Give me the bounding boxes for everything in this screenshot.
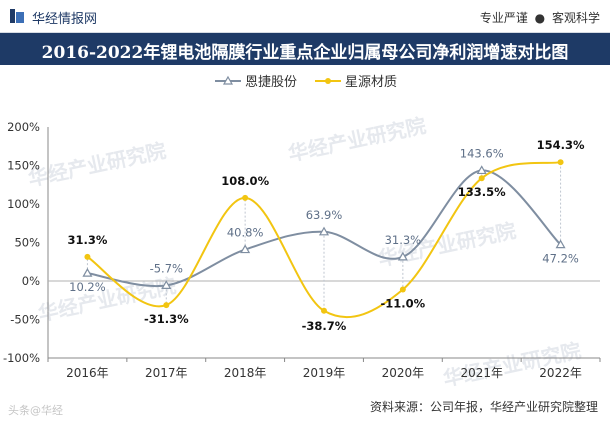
data-point-circle	[321, 307, 327, 314]
data-point-triangle	[82, 267, 93, 277]
legend-circle-marker	[325, 78, 331, 84]
x-tick-label: 2016年	[66, 366, 109, 380]
data-point-circle	[84, 253, 91, 260]
data-label: -5.7%	[150, 261, 183, 275]
chart-title: 2016-2022年锂电池隔膜行业重点企业归属母公司净利润增速对比图	[41, 43, 569, 63]
data-label: 10.2%	[69, 280, 106, 294]
data-label: 133.5%	[458, 185, 506, 199]
data-label: -11.0%	[381, 296, 426, 310]
data-label: 63.9%	[306, 208, 343, 222]
x-tick-label: 2021年	[460, 366, 503, 380]
data-label: 40.8%	[227, 226, 264, 240]
data-label: 31.3%	[385, 233, 422, 247]
data-point-triangle	[318, 226, 330, 236]
data-point-triangle	[397, 251, 408, 261]
data-point-circle	[163, 302, 170, 309]
data-point-triangle	[555, 239, 566, 249]
y-tick-label: 150%	[7, 159, 40, 173]
data-label: -38.7%	[302, 319, 347, 333]
y-tick-label: -100%	[3, 351, 40, 365]
top-bar: 华经情报网 专业严谨 ● 客观科学	[0, 0, 610, 33]
bottom-watermark: 头条@华经	[8, 404, 63, 417]
x-tick-label: 2017年	[145, 366, 188, 380]
data-label: 31.3%	[67, 233, 107, 247]
data-label: 108.0%	[221, 174, 269, 188]
y-tick-label: 100%	[7, 197, 40, 211]
brand-name: 华经情报网	[32, 12, 98, 27]
data-source: 资料来源：公司年报，华经产业研究院整理	[369, 400, 598, 414]
slogan-right: 客观科学	[551, 11, 600, 25]
chart-legend: 恩捷股份 星源材质	[215, 75, 397, 90]
y-tick-label: 50%	[14, 236, 40, 250]
data-point-triangle	[476, 165, 487, 175]
x-tick-label: 2022年	[539, 366, 582, 380]
data-point-circle	[399, 286, 406, 293]
title-bar: 2016-2022年锂电池隔膜行业重点企业归属母公司净利润增速对比图	[0, 33, 610, 65]
y-tick-label: 200%	[7, 120, 40, 134]
data-point-circle	[478, 175, 485, 182]
chart-axes: -100% -50% 0% 50% 100% 150% 200% 2016年 2017年 2018…	[3, 120, 601, 380]
legend-label: 星源材质	[345, 75, 397, 90]
data-point-circle	[557, 159, 564, 166]
legend-triangle-marker	[222, 75, 234, 85]
data-label: 143.6%	[460, 146, 504, 160]
y-tick-label: -50%	[10, 313, 40, 327]
x-tick-label: 2019年	[303, 366, 346, 380]
y-tick-label: 0%	[22, 274, 40, 288]
data-label: -31.3%	[144, 312, 189, 326]
data-label: 154.3%	[537, 138, 585, 152]
series-markers	[82, 159, 566, 314]
x-tick-label: 2020年	[382, 366, 425, 380]
data-point-triangle	[161, 280, 172, 289]
slogan-dot: ●	[534, 11, 546, 25]
watermark-text: 华经产业研究院	[441, 338, 583, 391]
data-point-triangle	[240, 244, 251, 254]
watermark-text: 华经产业研究院	[26, 138, 168, 191]
data-label: 47.2%	[542, 252, 579, 266]
slogan: 专业严谨 ● 客观科学	[480, 9, 600, 26]
slogan-left: 专业严谨	[479, 11, 528, 25]
data-point-circle	[242, 194, 249, 201]
watermark-text: 华经产业研究院	[286, 113, 428, 166]
x-tick-label: 2018年	[224, 366, 267, 380]
data-labels: 10.2% -5.7% 40.8% 63.9% 31.3% 143.6% 47.2% 31.3…	[67, 138, 585, 333]
legend-label: 恩捷股份	[245, 75, 297, 90]
brand-logo-icon	[10, 9, 24, 23]
